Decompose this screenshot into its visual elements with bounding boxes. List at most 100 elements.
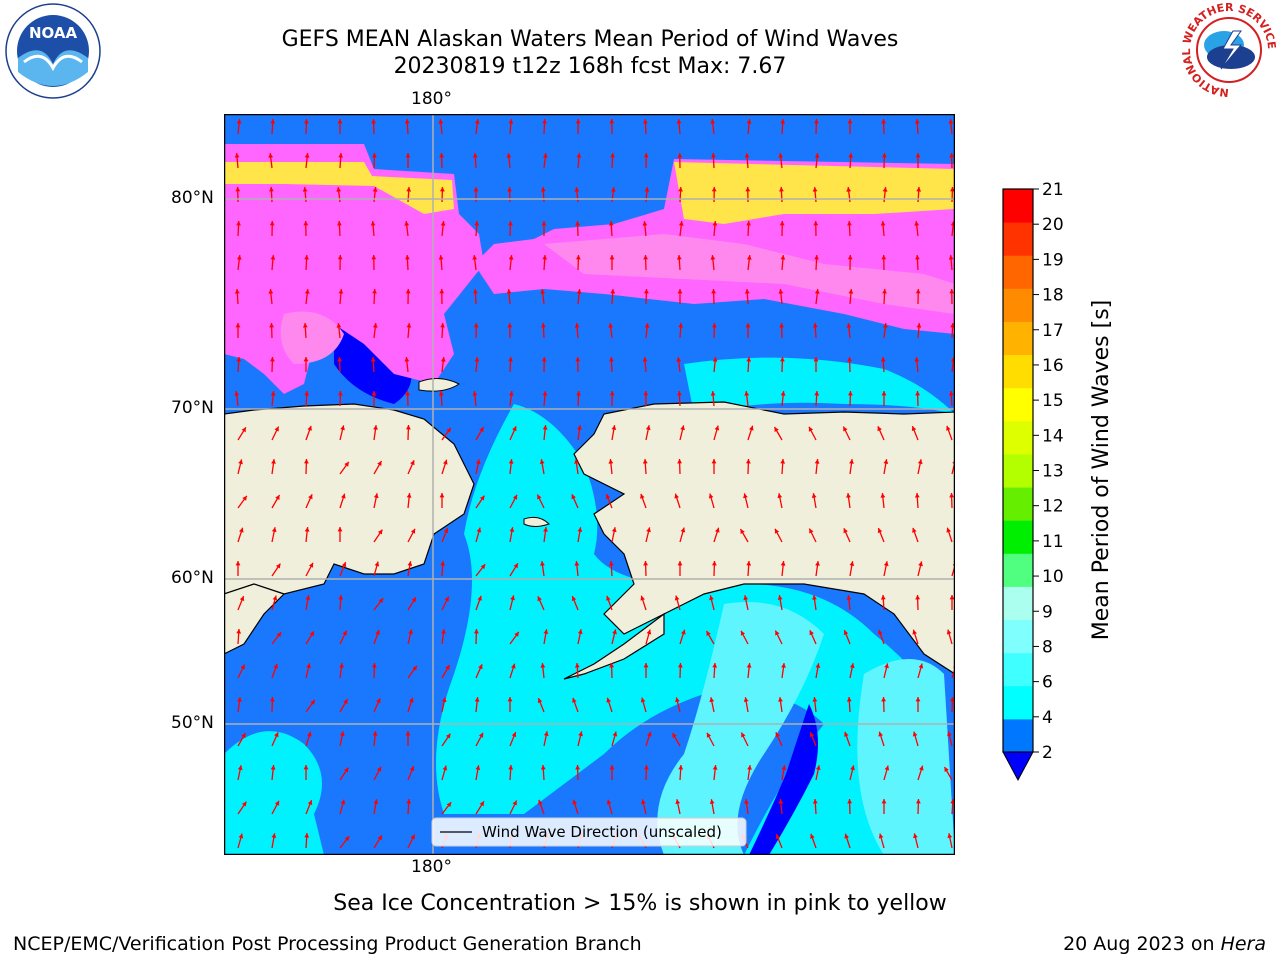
wind-wave-arrowhead	[709, 799, 715, 804]
wind-wave-arrowhead	[439, 289, 445, 294]
wind-wave-arrowhead	[542, 255, 548, 260]
wind-wave-arrowhead	[609, 357, 614, 362]
land-st-lawrence	[523, 516, 550, 527]
wind-wave-arrowhead	[304, 153, 310, 158]
wind-wave-arrowhead	[574, 323, 580, 328]
wind-wave-arrowhead	[647, 731, 652, 737]
wind-wave-arrowhead	[371, 391, 377, 396]
wind-wave-arrowhead	[440, 561, 446, 566]
wind-wave-arrowhead	[777, 595, 783, 600]
wind-wave-arrowhead	[677, 153, 683, 158]
wind-wave-arrowhead	[915, 153, 921, 158]
wind-wave-arrowhead	[304, 527, 310, 532]
wind-wave-arrowhead	[712, 221, 718, 226]
wind-wave-arrowhead	[848, 153, 854, 158]
wind-wave-arrowhead	[746, 221, 751, 226]
wind-wave-arrowhead	[373, 425, 378, 430]
wind-wave-arrowhead	[846, 493, 851, 498]
wind-wave-arrowhead	[708, 493, 714, 499]
wind-wave-arrowhead	[678, 663, 683, 668]
wind-wave-arrowhead	[234, 391, 240, 396]
ocean-pale-east	[857, 659, 954, 854]
wind-wave-arrowhead	[706, 732, 712, 738]
wind-wave-arrowhead	[846, 697, 852, 702]
wind-wave-arrowhead	[405, 153, 411, 158]
colorbar-tick-label: 13	[1042, 462, 1064, 482]
wind-wave-arrowhead	[309, 631, 314, 637]
wind-wave-arrowhead	[880, 595, 886, 600]
wind-wave-arrowhead	[778, 799, 784, 804]
chart-subtitle: 20230819 t12z 168h fcst Max: 7.67	[393, 54, 787, 79]
wind-wave-arrowhead	[475, 765, 481, 770]
wind-wave-arrowhead	[710, 119, 716, 124]
colorbar-block	[1003, 652, 1033, 687]
wind-wave-arrowhead	[307, 425, 312, 431]
wind-wave-arrowhead	[370, 221, 376, 226]
wind-wave-arrowhead	[775, 732, 780, 738]
nws-logo: NATIONAL WEATHER SERVICE	[1180, 1, 1278, 99]
wind-wave-arrowhead	[744, 391, 750, 396]
lon-label-top: 180°	[411, 89, 452, 109]
wind-wave-arrowhead	[740, 529, 745, 534]
colorbar-tick-label: 20	[1042, 215, 1064, 235]
wind-wave-arrowhead	[512, 494, 518, 500]
wind-wave-arrowhead	[302, 187, 308, 192]
wind-wave-arrowhead	[575, 357, 581, 362]
wind-wave-arrowhead	[745, 187, 751, 192]
wind-wave-arrowhead	[276, 632, 282, 638]
wind-wave-arrowhead	[302, 323, 308, 328]
wind-wave-arrowhead	[815, 663, 821, 668]
wind-wave-arrowhead	[914, 357, 920, 362]
wind-wave-arrowhead	[409, 766, 415, 772]
wind-wave-arrowhead	[918, 561, 923, 567]
wind-wave-arrowhead	[608, 561, 614, 566]
wind-wave-arrowhead	[269, 187, 274, 192]
wind-wave-arrowhead	[741, 732, 746, 738]
wind-wave-arrowhead	[305, 595, 311, 600]
sea-ice-west-yellow	[225, 162, 454, 214]
wind-wave-arrowhead	[408, 629, 413, 635]
wind-wave-arrowhead	[780, 357, 785, 362]
colorbar-block	[1003, 321, 1033, 356]
wind-wave-arrowhead	[438, 391, 444, 396]
wind-wave-arrowhead	[605, 494, 611, 500]
wind-wave-arrowhead	[715, 527, 720, 533]
wind-wave-arrowhead	[477, 595, 482, 601]
wind-wave-arrowhead	[849, 561, 855, 566]
colorbar-block	[1003, 453, 1033, 488]
colorbar-tick-label: 14	[1042, 426, 1064, 446]
wind-wave-arrowhead	[344, 461, 349, 467]
wind-wave-arrowhead	[646, 629, 652, 635]
wind-wave-arrowhead	[846, 595, 852, 600]
wind-wave-arrowhead	[880, 357, 886, 362]
wind-wave-arrowhead	[814, 119, 819, 124]
wind-wave-arrowhead	[378, 598, 384, 604]
wind-wave-arrows	[234, 118, 954, 849]
wind-wave-arrowhead	[405, 255, 410, 260]
wind-wave-arrowhead	[810, 833, 815, 839]
wind-wave-arrowhead	[440, 187, 445, 192]
wind-wave-arrowhead	[336, 187, 342, 192]
wind-wave-arrowhead	[238, 833, 244, 839]
colorbar-block	[1003, 288, 1033, 322]
wind-wave-arrowhead	[438, 119, 444, 124]
wind-wave-arrowhead	[274, 800, 280, 806]
wind-wave-arrowhead	[304, 391, 310, 396]
wind-wave-arrowhead	[539, 459, 545, 464]
wind-wave-arrowhead	[376, 698, 381, 704]
wind-wave-arrowhead	[268, 289, 274, 294]
wind-wave-arrowhead	[474, 221, 480, 226]
wind-wave-arrowhead	[475, 459, 481, 465]
wind-wave-arrowhead	[272, 595, 278, 601]
wind-wave-arrowhead	[709, 595, 714, 601]
wind-wave-arrowhead	[710, 255, 716, 260]
wind-wave-arrowhead	[275, 563, 281, 569]
wind-wave-arrowhead	[236, 629, 242, 634]
wind-wave-arrowhead	[443, 528, 449, 534]
wind-wave-arrowhead	[476, 527, 482, 533]
wind-wave-arrowhead	[712, 663, 718, 668]
wind-wave-arrowhead	[239, 596, 245, 602]
wind-wave-arrowhead	[572, 697, 577, 703]
wind-wave-arrowhead	[304, 833, 310, 838]
wind-wave-arrowhead	[472, 391, 478, 396]
